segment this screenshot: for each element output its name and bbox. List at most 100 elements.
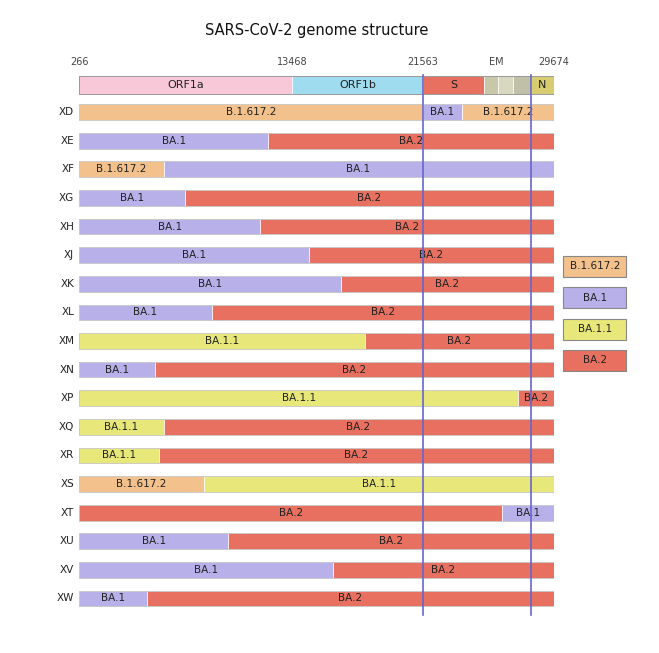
Text: BA.1: BA.1 — [133, 308, 158, 317]
Text: 21563: 21563 — [407, 57, 438, 67]
Text: BA.1: BA.1 — [101, 594, 125, 603]
Text: XG: XG — [59, 193, 74, 203]
Bar — [79, 76, 292, 94]
Bar — [519, 390, 554, 406]
Text: XM: XM — [58, 336, 74, 346]
Bar — [268, 133, 554, 149]
Text: ORF1a: ORF1a — [167, 80, 204, 90]
Text: BA.1.1: BA.1.1 — [104, 422, 138, 432]
Text: BA.1: BA.1 — [516, 507, 540, 518]
Text: XJ: XJ — [64, 250, 74, 260]
Text: BA.1: BA.1 — [198, 279, 222, 289]
Bar — [79, 104, 422, 120]
Bar — [79, 390, 554, 406]
Text: BA.2: BA.2 — [399, 136, 423, 146]
Text: B.1.617.2: B.1.617.2 — [569, 261, 620, 272]
Bar — [79, 133, 268, 149]
Bar — [212, 304, 554, 320]
Text: BA.1: BA.1 — [161, 136, 186, 146]
Bar — [79, 190, 185, 206]
Bar — [79, 505, 502, 520]
Bar — [79, 133, 554, 149]
Text: XL: XL — [61, 308, 74, 317]
Text: BA.2: BA.2 — [583, 355, 607, 366]
Text: 266: 266 — [70, 57, 88, 67]
Bar — [79, 590, 148, 607]
Bar — [79, 276, 341, 292]
Text: BA.2: BA.2 — [357, 193, 381, 203]
Bar — [204, 476, 554, 492]
Text: XV: XV — [60, 565, 74, 575]
Bar — [79, 190, 554, 206]
Text: ORF1b: ORF1b — [339, 80, 376, 90]
Bar — [365, 333, 554, 349]
Text: B.1.617.2: B.1.617.2 — [96, 165, 146, 174]
Text: XK: XK — [61, 279, 74, 289]
Text: BA.1.1: BA.1.1 — [205, 336, 239, 346]
Bar — [156, 362, 554, 377]
Bar — [308, 247, 554, 263]
Text: XT: XT — [61, 507, 74, 518]
Bar — [260, 219, 554, 234]
Bar — [79, 161, 163, 177]
Text: BA.2: BA.2 — [279, 507, 302, 518]
Text: BA.2: BA.2 — [524, 393, 548, 403]
Bar — [79, 76, 554, 94]
Text: BA.1: BA.1 — [182, 250, 206, 260]
Bar — [484, 76, 498, 94]
Bar — [79, 476, 204, 492]
Bar — [79, 419, 163, 435]
Text: 13468: 13468 — [277, 57, 307, 67]
Bar — [502, 505, 554, 520]
Bar — [79, 362, 554, 377]
Text: S: S — [450, 80, 457, 90]
Text: BA.1.1: BA.1.1 — [102, 451, 136, 460]
Text: BA.1.1: BA.1.1 — [362, 479, 396, 489]
Bar — [292, 76, 422, 94]
Text: XD: XD — [59, 107, 74, 117]
Text: B.1.617.2: B.1.617.2 — [482, 107, 533, 117]
Text: BA.2: BA.2 — [370, 308, 395, 317]
Bar — [79, 562, 554, 578]
Bar — [185, 190, 554, 206]
Text: BA.1: BA.1 — [347, 165, 370, 174]
Text: BA.1: BA.1 — [142, 536, 165, 547]
Text: XQ: XQ — [59, 422, 74, 432]
Text: BA.1.1: BA.1.1 — [578, 324, 612, 334]
Bar — [79, 219, 260, 234]
Text: 29674: 29674 — [538, 57, 569, 67]
Bar — [79, 476, 554, 492]
Text: BA.1.1: BA.1.1 — [281, 393, 316, 403]
Bar — [228, 534, 554, 549]
Text: BA.2: BA.2 — [347, 422, 370, 432]
Bar — [79, 390, 519, 406]
Bar — [148, 590, 554, 607]
Text: BA.1: BA.1 — [120, 193, 144, 203]
Bar — [163, 419, 554, 435]
Bar — [79, 304, 212, 320]
Bar — [79, 590, 554, 607]
Bar — [333, 562, 554, 578]
Bar — [341, 276, 554, 292]
Text: BA.1: BA.1 — [194, 565, 218, 575]
Bar — [79, 219, 554, 234]
Bar — [422, 104, 462, 120]
Bar — [79, 534, 554, 549]
Text: XR: XR — [60, 451, 74, 460]
Bar — [79, 333, 554, 349]
Text: BA.2: BA.2 — [344, 451, 368, 460]
Text: XW: XW — [57, 594, 74, 603]
Bar — [79, 362, 156, 377]
Text: BA.2: BA.2 — [431, 565, 455, 575]
Bar — [79, 247, 308, 263]
Bar — [79, 247, 554, 263]
Text: EM: EM — [489, 57, 503, 67]
Text: BA.2: BA.2 — [435, 279, 459, 289]
Bar — [498, 76, 513, 94]
Bar — [422, 76, 484, 94]
Text: XF: XF — [61, 165, 74, 174]
Bar — [513, 76, 530, 94]
Text: BA.2: BA.2 — [339, 594, 362, 603]
Bar — [79, 276, 554, 292]
Text: BA.1: BA.1 — [583, 293, 607, 303]
